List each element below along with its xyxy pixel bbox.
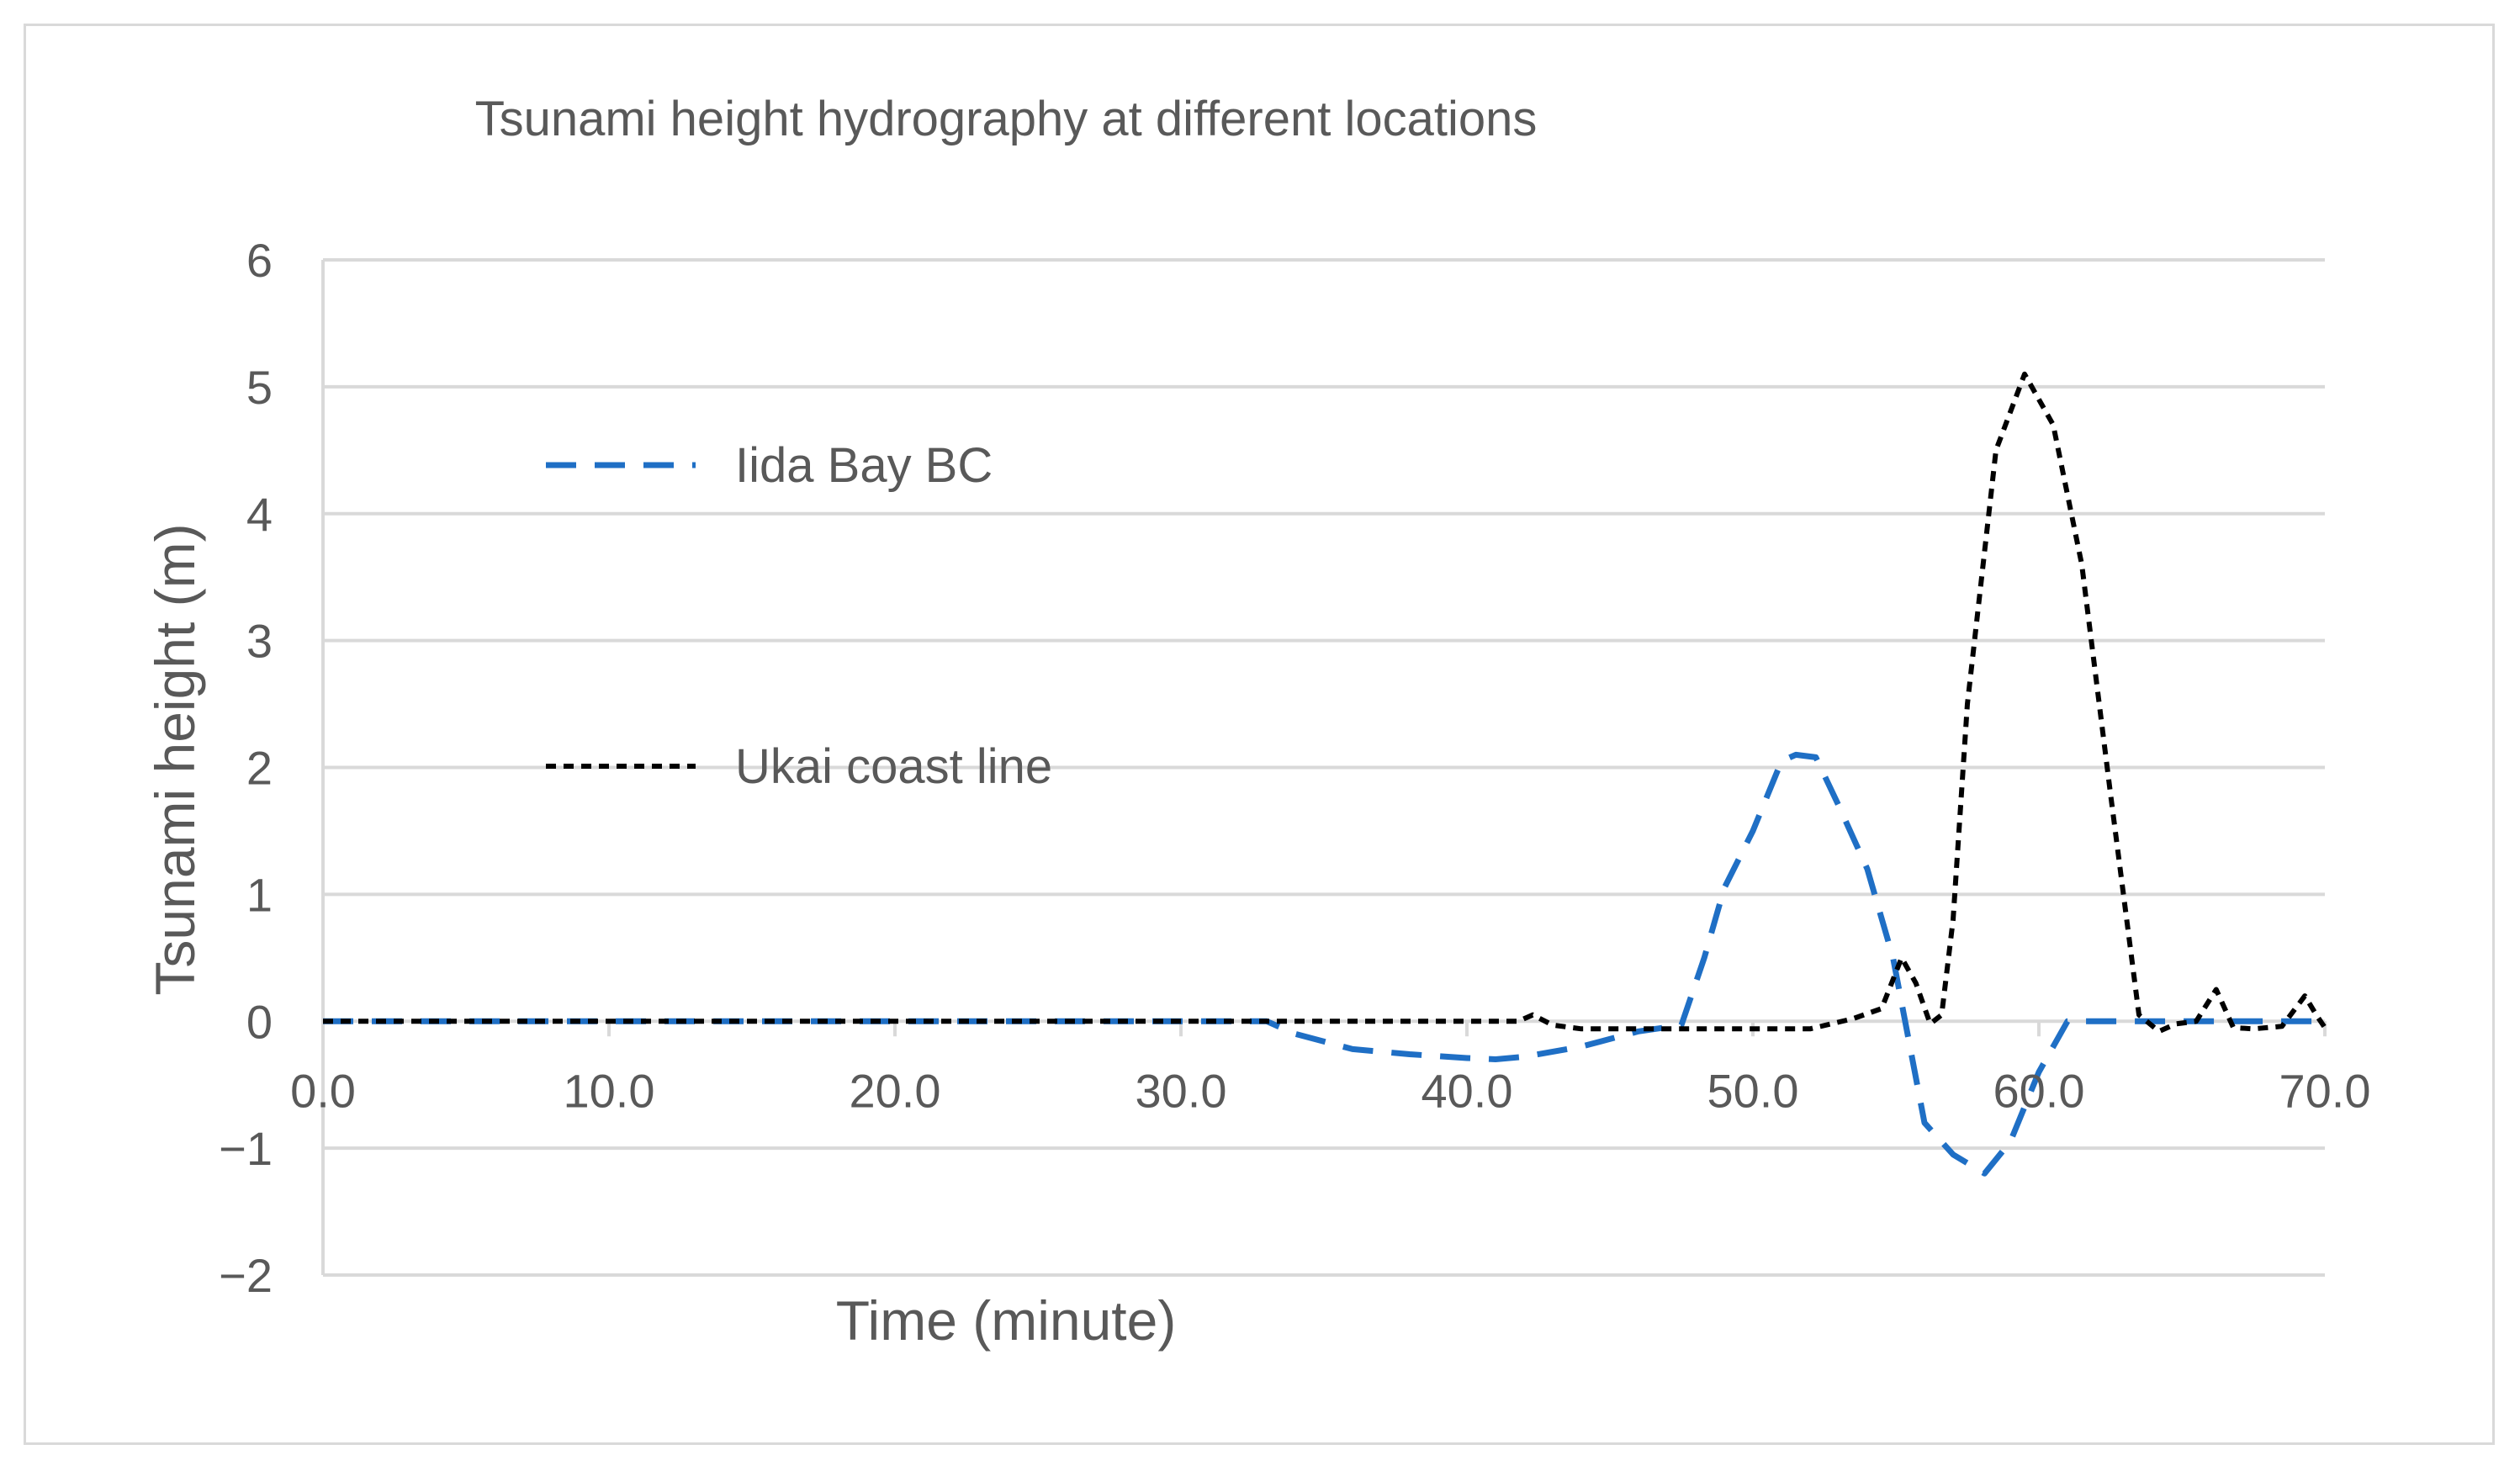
- y-tick-label-8: 6: [246, 234, 273, 287]
- y-axis-title: Tsunami height (m): [144, 523, 206, 995]
- series-lines: [323, 371, 2327, 1177]
- y-tick-label-1: −1: [219, 1122, 273, 1175]
- y-tick-label-2: 0: [246, 995, 273, 1048]
- y-tick-label-4: 2: [246, 742, 273, 795]
- x-tick-label-6: 60.0: [1993, 1064, 2085, 1117]
- x-tick-label-3: 30.0: [1136, 1064, 1227, 1117]
- x-axis-title: Time (minute): [836, 1289, 1177, 1352]
- x-tick-label-0: 0.0: [290, 1064, 356, 1117]
- y-tick-label-3: 1: [246, 868, 273, 921]
- legend-label-0: Iida Bay BC: [735, 438, 993, 493]
- x-tick-label-4: 40.0: [1421, 1064, 1513, 1117]
- series-line-0: [323, 751, 2325, 1177]
- series-line-1: [323, 371, 2327, 1034]
- chart-title: Tsunami height hydrography at different …: [475, 92, 1538, 146]
- y-tick-label-0: −2: [219, 1249, 273, 1302]
- x-tick-label-1: 10.0: [564, 1064, 655, 1117]
- x-tick-label-2: 20.0: [850, 1064, 941, 1117]
- legend-label-1: Ukai coast line: [735, 739, 1052, 794]
- x-tick-label-7: 70.0: [2279, 1064, 2371, 1117]
- y-tick-label-5: 3: [246, 615, 273, 668]
- y-tick-label-6: 4: [246, 488, 273, 541]
- chart-frame: Tsunami height hydrography at different …: [24, 24, 2495, 1445]
- chart-svg: Tsunami height hydrography at different …: [144, 92, 2371, 1352]
- legend: Iida Bay BC Ukai coast line: [546, 438, 1052, 794]
- y-tick-label-7: 5: [246, 361, 273, 414]
- x-tick-label-5: 50.0: [1707, 1064, 1799, 1117]
